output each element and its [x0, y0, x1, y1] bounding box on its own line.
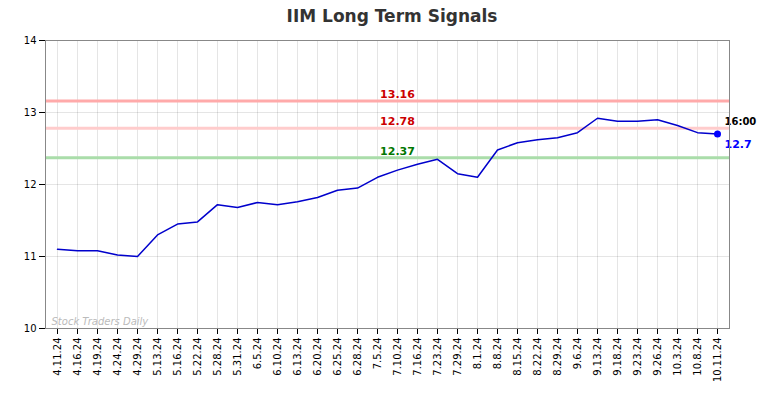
svg-text:7.23.24: 7.23.24 [432, 338, 443, 376]
svg-text:8.29.24: 8.29.24 [552, 338, 563, 376]
svg-text:13: 13 [24, 107, 37, 118]
svg-text:4.24.24: 4.24.24 [112, 338, 123, 376]
svg-text:6.13.24: 6.13.24 [292, 338, 303, 376]
svg-text:8.8.24: 8.8.24 [492, 338, 503, 370]
svg-text:9.6.24: 9.6.24 [572, 338, 583, 370]
svg-text:4.11.24: 4.11.24 [52, 338, 63, 376]
svg-text:13.16: 13.16 [380, 88, 415, 101]
svg-text:9.23.24: 9.23.24 [632, 338, 643, 376]
svg-text:12.7: 12.7 [725, 138, 752, 151]
svg-text:5.31.24: 5.31.24 [232, 338, 243, 376]
svg-text:14: 14 [24, 35, 37, 46]
svg-text:12.37: 12.37 [380, 145, 415, 158]
svg-text:7.10.24: 7.10.24 [392, 338, 403, 376]
svg-text:11: 11 [24, 251, 37, 262]
svg-text:5.22.24: 5.22.24 [192, 338, 203, 376]
svg-text:5.28.24: 5.28.24 [212, 338, 223, 376]
svg-text:9.13.24: 9.13.24 [592, 338, 603, 376]
svg-text:4.29.24: 4.29.24 [132, 338, 143, 376]
svg-text:5.16.24: 5.16.24 [172, 338, 183, 376]
svg-text:10.11.24: 10.11.24 [712, 338, 723, 383]
svg-text:4.16.24: 4.16.24 [72, 338, 83, 376]
svg-text:16:00: 16:00 [724, 116, 757, 128]
svg-text:6.10.24: 6.10.24 [272, 338, 283, 376]
svg-text:6.5.24: 6.5.24 [252, 338, 263, 370]
svg-text:6.25.24: 6.25.24 [332, 338, 343, 376]
svg-text:7.16.24: 7.16.24 [412, 338, 423, 376]
svg-text:12.78: 12.78 [380, 115, 415, 128]
svg-text:9.18.24: 9.18.24 [612, 338, 623, 376]
svg-text:10.8.24: 10.8.24 [692, 338, 703, 376]
html-text:IIM Long Term Signals: IIM Long Term Signals [286, 6, 498, 26]
svg-text:9.26.24: 9.26.24 [652, 338, 663, 376]
svg-text:6.28.24: 6.28.24 [352, 338, 363, 376]
svg-text:7.29.24: 7.29.24 [452, 338, 463, 376]
svg-text:12: 12 [24, 179, 37, 190]
svg-text:8.22.24: 8.22.24 [532, 338, 543, 376]
svg-text:10: 10 [24, 323, 37, 334]
svg-text:8.1.24: 8.1.24 [472, 338, 483, 370]
svg-text:7.5.24: 7.5.24 [372, 338, 383, 370]
svg-text:5.13.24: 5.13.24 [152, 338, 163, 376]
svg-text:8.15.24: 8.15.24 [512, 338, 523, 376]
svg-text:4.19.24: 4.19.24 [92, 338, 103, 376]
svg-text:6.20.24: 6.20.24 [312, 338, 323, 376]
svg-text:Stock Traders Daily: Stock Traders Daily [52, 316, 150, 327]
svg-text:10.3.24: 10.3.24 [672, 338, 683, 376]
